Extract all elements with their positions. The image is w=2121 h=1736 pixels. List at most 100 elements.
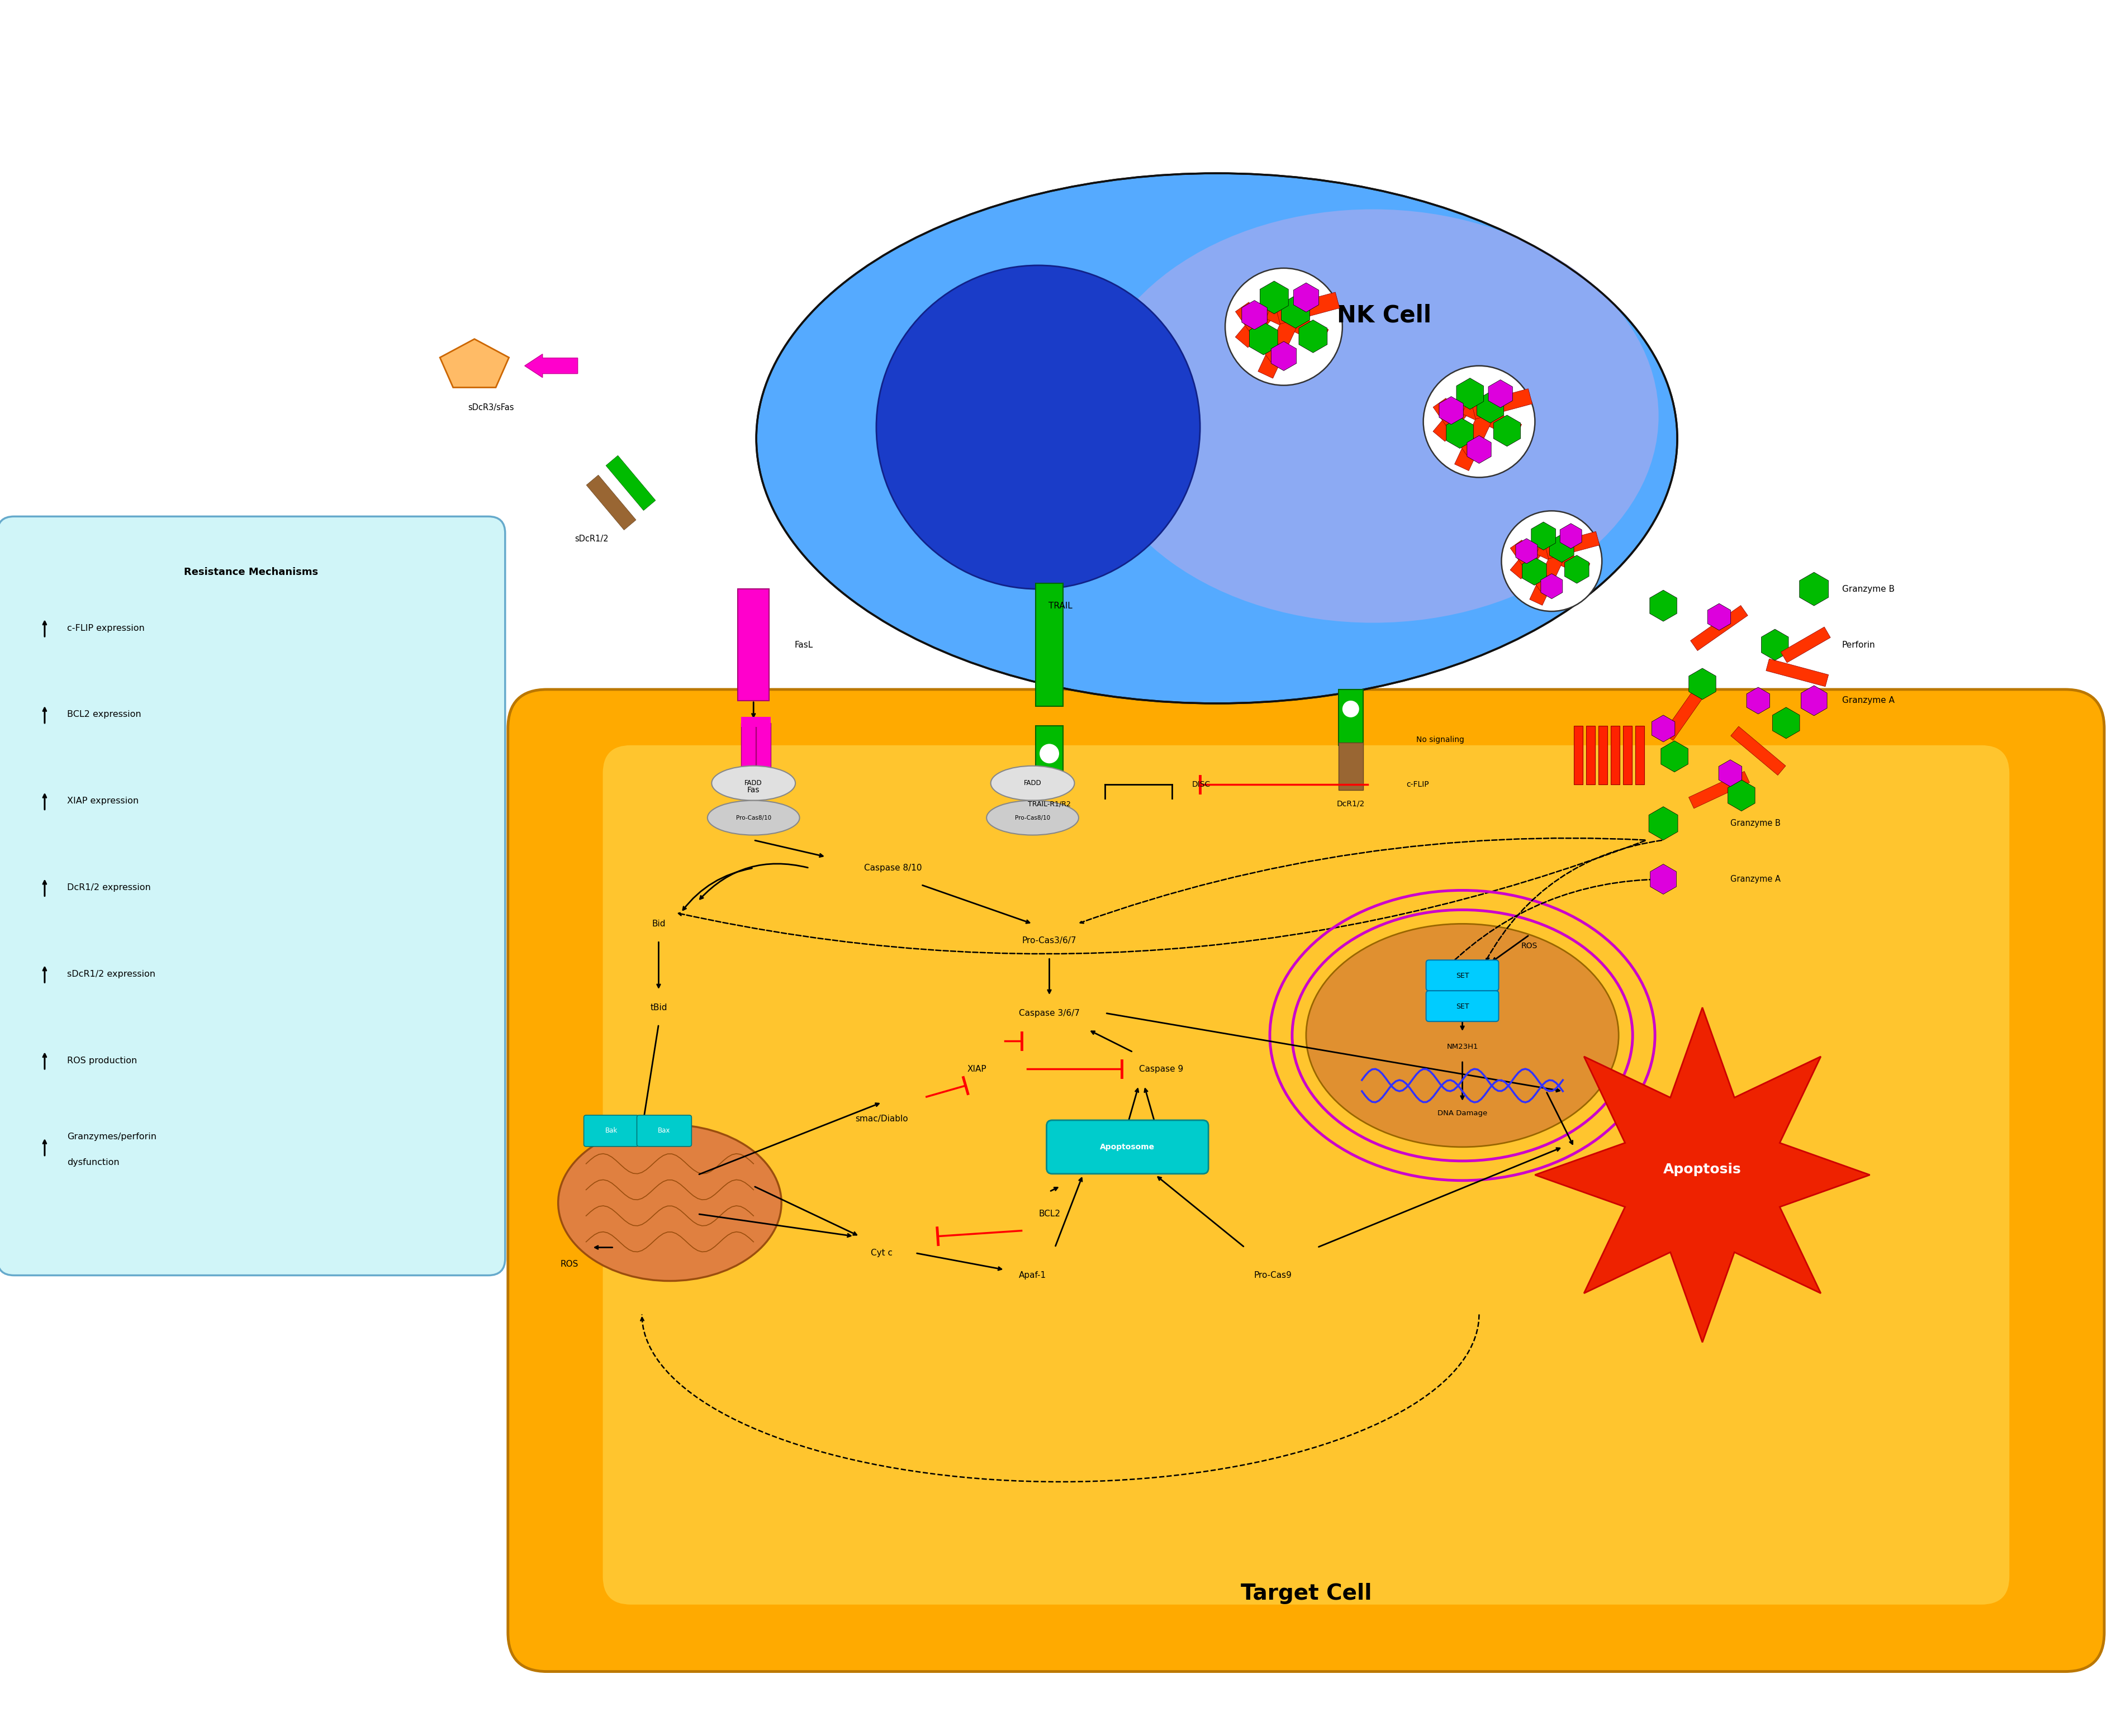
Polygon shape [1540, 573, 1563, 599]
Text: BCL2 expression: BCL2 expression [68, 710, 142, 719]
Text: Granzymes/perforin: Granzymes/perforin [68, 1134, 157, 1141]
FancyBboxPatch shape [740, 717, 770, 727]
Text: Cyt c: Cyt c [872, 1248, 893, 1257]
Text: c-FLIP expression: c-FLIP expression [68, 623, 144, 632]
Text: Apoptosome: Apoptosome [1101, 1142, 1156, 1151]
Polygon shape [1531, 523, 1555, 550]
Polygon shape [1661, 741, 1688, 773]
Polygon shape [1457, 378, 1483, 410]
Bar [1635, 726, 1644, 785]
Polygon shape [1746, 687, 1769, 713]
FancyBboxPatch shape [740, 722, 755, 776]
Text: Caspase 9: Caspase 9 [1139, 1064, 1184, 1073]
Bar [1610, 726, 1620, 785]
Bar [1455, 411, 1493, 470]
Text: ROS production: ROS production [68, 1055, 138, 1064]
Bar [1690, 606, 1748, 651]
Text: Pro-Cas8/10: Pro-Cas8/10 [736, 814, 772, 821]
Text: ROS: ROS [560, 1260, 579, 1269]
Bar [1510, 540, 1553, 592]
Polygon shape [1550, 535, 1574, 562]
Bar [1782, 627, 1830, 663]
Text: Caspase 3/6/7: Caspase 3/6/7 [1018, 1009, 1080, 1017]
Bar [1599, 726, 1608, 785]
Text: sDcR1/2 expression: sDcR1/2 expression [68, 970, 155, 977]
FancyBboxPatch shape [602, 745, 2009, 1604]
Bar [1767, 660, 1828, 686]
Bar [1663, 682, 1707, 741]
Bar [1472, 389, 1531, 418]
Bar [1434, 398, 1480, 455]
Text: Granzyme A: Granzyme A [1841, 696, 1894, 705]
Text: FADD: FADD [1024, 779, 1041, 786]
FancyBboxPatch shape [1035, 726, 1063, 790]
Polygon shape [1650, 865, 1676, 894]
Text: DcR1/2: DcR1/2 [1336, 800, 1364, 807]
Ellipse shape [1088, 210, 1659, 623]
Text: TRAIL-R1/R2: TRAIL-R1/R2 [1029, 800, 1071, 807]
Ellipse shape [991, 766, 1075, 800]
Bar [1688, 771, 1750, 809]
Polygon shape [1565, 556, 1589, 583]
Text: Pro-Cas8/10: Pro-Cas8/10 [1016, 814, 1050, 821]
Polygon shape [1650, 590, 1678, 621]
FancyBboxPatch shape [636, 1115, 691, 1146]
Text: Caspase 8/10: Caspase 8/10 [863, 865, 923, 871]
Polygon shape [1523, 557, 1546, 585]
Polygon shape [1707, 604, 1731, 630]
Bar [1258, 316, 1298, 378]
FancyBboxPatch shape [1425, 991, 1500, 1021]
Text: sDcR3/sFas: sDcR3/sFas [469, 403, 513, 411]
Polygon shape [439, 339, 509, 387]
Ellipse shape [1039, 743, 1058, 764]
Bar [1266, 304, 1328, 344]
Text: Perforin: Perforin [1841, 641, 1875, 649]
Text: Pro-Cas9: Pro-Cas9 [1254, 1271, 1292, 1279]
Text: DcR1/2 expression: DcR1/2 expression [68, 884, 151, 892]
Text: Pro-Cas3/6/7: Pro-Cas3/6/7 [1022, 936, 1077, 944]
Ellipse shape [986, 800, 1080, 835]
Ellipse shape [876, 266, 1200, 589]
Ellipse shape [1343, 701, 1360, 717]
Bar [1544, 531, 1599, 559]
Text: FADD: FADD [744, 779, 761, 786]
Text: SET: SET [1455, 972, 1470, 979]
Bar [585, 476, 636, 529]
Bar [1434, 387, 1483, 441]
Polygon shape [1270, 342, 1296, 372]
Text: No signaling: No signaling [1417, 736, 1463, 743]
Polygon shape [1468, 436, 1491, 464]
Text: TRAIL: TRAIL [1048, 602, 1073, 609]
Text: Apoptosis: Apoptosis [1663, 1163, 1741, 1175]
FancyBboxPatch shape [0, 516, 505, 1276]
Bar [1234, 302, 1283, 363]
Polygon shape [1559, 524, 1582, 549]
Polygon shape [1440, 396, 1463, 424]
Text: sDcR1/2: sDcR1/2 [575, 535, 609, 543]
Polygon shape [1799, 573, 1828, 606]
Bar [1574, 726, 1582, 785]
Bar [1529, 552, 1565, 606]
Bar [1731, 726, 1786, 776]
Polygon shape [1476, 392, 1504, 424]
Circle shape [1423, 366, 1536, 477]
Polygon shape [1718, 760, 1741, 786]
FancyBboxPatch shape [1425, 960, 1500, 991]
Polygon shape [1493, 415, 1521, 446]
FancyBboxPatch shape [583, 1115, 638, 1146]
Text: NK Cell: NK Cell [1336, 304, 1432, 328]
Text: Resistance Mechanisms: Resistance Mechanisms [185, 568, 318, 578]
Polygon shape [1260, 281, 1287, 314]
Ellipse shape [708, 800, 800, 835]
FancyArrow shape [524, 354, 577, 377]
Text: DISC: DISC [1192, 781, 1211, 788]
Text: dysfunction: dysfunction [68, 1158, 119, 1167]
Polygon shape [1729, 779, 1754, 811]
Polygon shape [1648, 807, 1678, 840]
Polygon shape [1773, 707, 1799, 738]
FancyBboxPatch shape [1035, 583, 1063, 707]
Bar [1587, 726, 1595, 785]
FancyBboxPatch shape [1338, 743, 1364, 790]
Polygon shape [1241, 300, 1266, 330]
Ellipse shape [713, 766, 795, 800]
